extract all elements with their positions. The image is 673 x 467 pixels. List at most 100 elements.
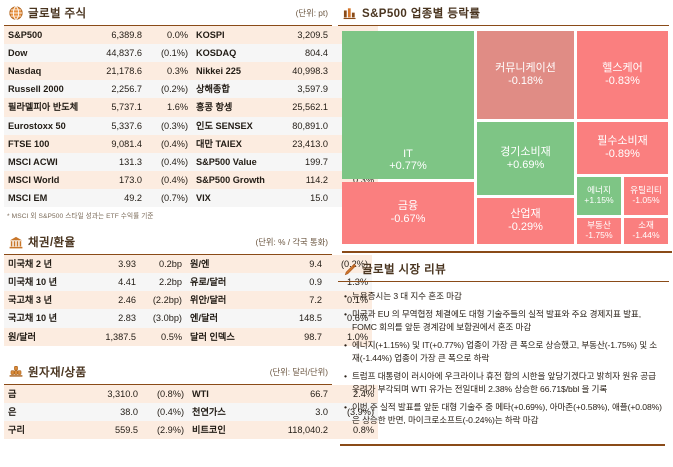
treemap-cell-value: -0.29% <box>508 221 543 233</box>
cell-l1: 국고채 10 년 <box>4 309 84 328</box>
table-row: MSCI World 173.0 (0.4%) S&P500 Growth 114.2 0… <box>4 170 378 189</box>
section-title: 글로벌 주식 <box>28 8 87 20</box>
cell-l1: MSCI World <box>4 170 92 189</box>
treemap-cell[interactable]: 에너지 +1.15% <box>577 177 621 215</box>
cell-v2: 9.4 <box>264 255 326 274</box>
cell-l2: 유로/달러 <box>186 273 264 292</box>
section-header-global-stocks: 글로벌 주식 (단위: pt) <box>4 0 332 26</box>
cell-c1: (2.9%) <box>142 420 188 439</box>
cell-v1: 131.3 <box>92 152 146 171</box>
cell-l1: S&P500 <box>4 26 92 45</box>
cell-c1: (0.4%) <box>142 402 188 421</box>
cell-v1: 5,737.1 <box>92 98 146 117</box>
cell-l1: 필라델피아 반도체 <box>4 98 92 117</box>
treemap-cell-label: 유틸리티 <box>630 185 662 196</box>
treemap-cell-label: 필수소비재 <box>597 135 648 148</box>
cell-c1: (0.7%) <box>146 188 192 208</box>
treemap-cell[interactable]: 산업재 -0.29% <box>477 198 574 244</box>
cell-l2: 원/엔 <box>186 255 264 274</box>
table-row: 금 3,310.0 (0.8%) WTI 66.7 2.4% <box>4 384 378 403</box>
cell-v2: 80,891.0 <box>274 116 332 135</box>
table-row: 원/달러 1,387.5 0.5% 달러 인덱스 98.7 1.0% <box>4 327 372 346</box>
treemap-cell[interactable]: 경기소비재 +0.69% <box>477 122 574 195</box>
treemap-cell-value: -0.18% <box>508 75 543 87</box>
treemap-cell[interactable]: 소재 -1.44% <box>624 218 668 244</box>
section-header-market-review: 글로벌 시장 리뷰 <box>338 256 669 282</box>
list-item-text: 뉴욕증시는 3 대 지수 혼조 마감 <box>352 291 462 301</box>
bank-icon <box>8 235 23 249</box>
section-title: 원자재/상품 <box>28 366 87 379</box>
cell-c2: 1.0% <box>326 327 372 346</box>
sp500-sector-treemap: IT +0.77% 커뮤니케이션 -0.18% 헬스케어 -0.83% 경기소비재 +0.69… <box>342 31 672 253</box>
cell-v1: 173.0 <box>92 170 146 189</box>
treemap-cell[interactable]: 부동산 -1.75% <box>577 218 621 244</box>
table-row: 국고채 3 년 2.46 (2.2bp) 위안/달러 7.2 0.1% <box>4 291 372 310</box>
cell-l2: KOSPI <box>192 26 274 45</box>
cell-c1: (0.2%) <box>146 80 192 99</box>
treemap-cell[interactable]: 유틸리티 -1.05% <box>624 177 668 215</box>
cell-l1: Nasdaq <box>4 62 92 81</box>
cell-l1: MSCI EM <box>4 188 92 208</box>
cell-v1: 21,178.6 <box>92 62 146 81</box>
treemap-cell-label: 금융 <box>397 200 419 213</box>
cell-v1: 2,256.7 <box>92 80 146 99</box>
cell-v1: 559.5 <box>84 420 142 439</box>
cell-l2: S&P500 Value <box>192 152 274 171</box>
global-stocks-table: S&P5006,389.80.0%KOSPI3,209.50.4%Dow44,8… <box>4 26 378 208</box>
treemap-cell[interactable]: 헬스케어 -0.83% <box>577 31 668 119</box>
cell-l1: 국고채 3 년 <box>4 291 84 310</box>
treemap-cell-value: -0.89% <box>605 148 640 160</box>
cell-l1: 은 <box>4 402 84 421</box>
treemap-cell[interactable]: 커뮤니케이션 -0.18% <box>477 31 574 119</box>
cell-l2: 홍콩 항셍 <box>192 98 274 117</box>
cell-l1: 미국채 2 년 <box>4 255 84 274</box>
cell-l2: KOSDAQ <box>192 44 274 63</box>
cell-c1: (2.2bp) <box>140 291 186 310</box>
cell-c1: 0.0% <box>146 26 192 45</box>
bullet-icon: • <box>344 340 347 351</box>
cell-c1: 0.5% <box>140 327 186 346</box>
treemap-cell[interactable]: 필수소비재 -0.89% <box>577 122 668 174</box>
list-item-text: 에너지(+1.15%) 및 IT(+0.77%) 업종이 가장 큰 폭으로 상승… <box>352 340 658 363</box>
cell-c2: 0.6% <box>326 309 372 328</box>
cell-v1: 6,389.8 <box>92 26 146 45</box>
cell-l2: 인도 SENSEX <box>192 116 274 135</box>
bar-chart-icon <box>342 6 357 20</box>
cell-v2: 25,562.1 <box>274 98 332 117</box>
treemap-cell[interactable]: 금융 -0.67% <box>342 182 474 244</box>
cell-v2: 40,998.3 <box>274 62 332 81</box>
cell-l1: MSCI ACWI <box>4 152 92 171</box>
cell-c1: 0.2bp <box>140 255 186 274</box>
table-row: 은 38.0 (0.4%) 천연가스 3.0 (3.9%) <box>4 402 378 421</box>
treemap-cell-label: 경기소비재 <box>500 145 551 158</box>
commodities-table: 금 3,310.0 (0.8%) WTI 66.7 2.4% 은 38.0 (0.4%) 천연가스… <box>4 384 378 439</box>
list-item-text: 이번 주 실적 발표를 앞둔 대형 기술주 중 메타(+0.69%), 아마존(… <box>352 402 662 425</box>
list-item: • 뉴욕증시는 3 대 지수 혼조 마감 <box>344 290 663 302</box>
cell-l1: 원/달러 <box>4 327 84 346</box>
cell-l2: VIX <box>192 188 274 208</box>
cell-l2: 비트코인 <box>188 420 266 439</box>
bullet-icon: • <box>344 291 347 301</box>
cell-c1: (0.3%) <box>146 116 192 135</box>
treemap-bottom-rule <box>342 251 672 253</box>
cell-c1: (3.0bp) <box>140 309 186 328</box>
cell-v2: 66.7 <box>266 384 332 403</box>
cell-v2: 3,209.5 <box>274 26 332 45</box>
cell-c1: 0.3% <box>146 62 192 81</box>
cell-l2: 달러 인덱스 <box>186 327 264 346</box>
treemap-cell[interactable]: IT +0.77% <box>342 31 474 179</box>
cell-v1: 38.0 <box>84 402 142 421</box>
cell-l2: 천연가스 <box>188 402 266 421</box>
treemap-cell-value: -0.83% <box>605 75 640 87</box>
cell-l1: 금 <box>4 384 84 403</box>
cell-v1: 4.41 <box>84 273 140 292</box>
cell-v1: 2.46 <box>84 291 140 310</box>
list-item: • 트럼프 대통령이 러시아에 우크라이나 휴전 합의 시한을 앞당기겠다고 밝히… <box>344 370 663 395</box>
cell-l2: 상해종합 <box>192 80 274 99</box>
cell-v1: 1,387.5 <box>84 327 140 346</box>
section-title: 글로벌 시장 리뷰 <box>362 264 447 276</box>
cell-c2: 0.1% <box>326 291 372 310</box>
